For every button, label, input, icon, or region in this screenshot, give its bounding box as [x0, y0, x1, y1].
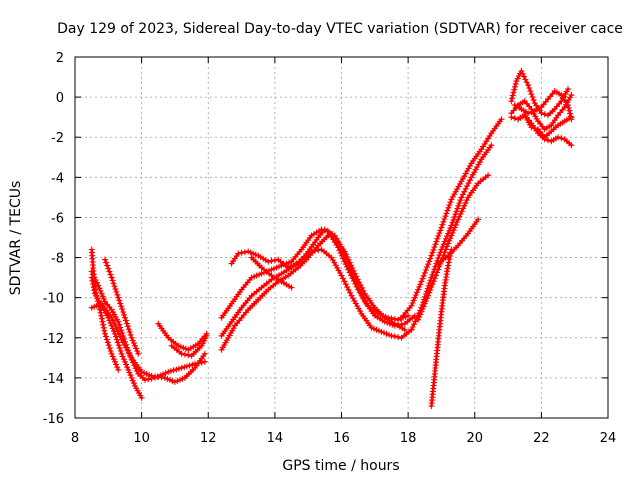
y-tick-label: 2 [56, 51, 64, 66]
y-tick-label: -10 [43, 292, 64, 307]
series-markers-arc-5 [88, 246, 122, 373]
y-tick-label: -8 [51, 252, 64, 267]
y-tick-label: -2 [51, 131, 64, 146]
x-tick-label: 8 [71, 431, 79, 446]
y-axis-title: SDTVAR / TECUs [8, 181, 24, 296]
series-markers-arc-22 [515, 112, 575, 141]
series-markers-arc-13 [398, 116, 505, 321]
x-tick-label: 12 [200, 431, 217, 446]
y-tick-label: -14 [43, 372, 64, 387]
x-tick-label: 18 [400, 431, 417, 446]
y-tick-label: -4 [51, 171, 64, 186]
series-markers-arc-16 [428, 246, 455, 409]
x-tick-label: 22 [533, 431, 550, 446]
series-markers-arc-14 [408, 142, 495, 333]
series-markers-arc-12 [248, 254, 295, 291]
series-markers-arc-11 [228, 226, 418, 329]
x-tick-label: 10 [133, 431, 150, 446]
x-tick-label: 24 [600, 431, 617, 446]
y-tick-labels: 2 0 -2 -4 -6 -8 -10 -12 -14 -16 [43, 51, 64, 427]
series-markers-arc-17 [435, 216, 482, 267]
series-line-arc-9 [220, 248, 413, 340]
series-markers-arc-7 [168, 332, 210, 359]
series-line-arc-19 [510, 93, 573, 131]
x-axis-title: GPS time / hours [282, 458, 399, 474]
series-markers-arc-9 [218, 246, 415, 341]
series-markers-arc-10 [218, 232, 408, 353]
y-tick-label: 0 [56, 91, 64, 106]
series-markers-arc-3 [88, 300, 208, 385]
y-tick-label: -16 [43, 412, 64, 427]
series-markers-arc-15 [415, 172, 492, 323]
series-line-arc-13 [400, 117, 503, 319]
x-tick-label: 14 [267, 431, 284, 446]
chart-title: Day 129 of 2023, Sidereal Day-to-day VTE… [57, 21, 623, 37]
y-tick-label: -12 [43, 332, 64, 347]
ticks-group [74, 56, 609, 419]
x-tick-label: 20 [466, 431, 483, 446]
series-markers-arc-2 [88, 268, 208, 383]
markers-group [88, 68, 575, 409]
x-tick-labels: 8 10 12 14 16 18 20 22 24 [71, 431, 616, 446]
series-markers-arc-4 [102, 256, 142, 357]
y-tick-label: -6 [51, 211, 64, 226]
x-tick-label: 16 [333, 431, 350, 446]
series-markers-arc-21 [511, 88, 575, 123]
